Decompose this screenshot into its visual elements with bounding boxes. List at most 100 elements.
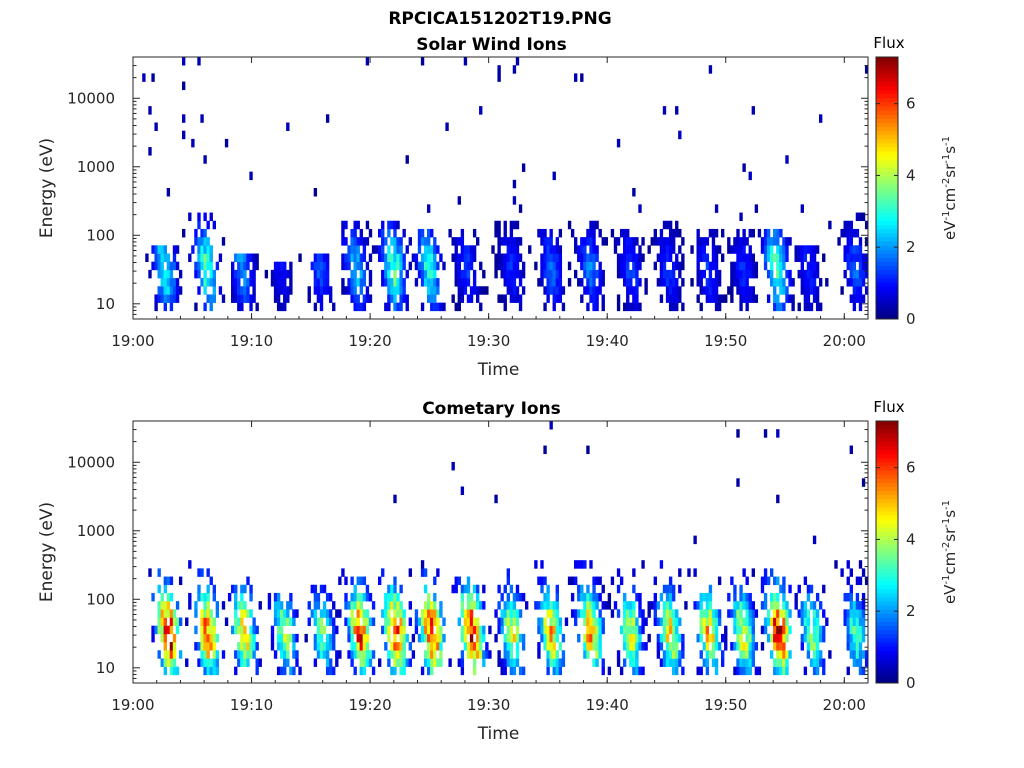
data-cell [843, 228, 847, 238]
data-cell [641, 642, 645, 651]
data-cell [402, 642, 406, 651]
data-cell [705, 278, 710, 287]
data-cell [672, 633, 676, 643]
data-cell [423, 601, 428, 610]
data-cell [371, 650, 376, 659]
data-cell [742, 658, 746, 667]
data-cell [240, 617, 244, 626]
data-cell [736, 228, 740, 238]
data-cell [672, 228, 676, 238]
data-cell [457, 237, 461, 246]
data-cell [356, 642, 360, 651]
data-cell [463, 617, 468, 626]
data-cell [540, 261, 544, 271]
data-cell [616, 269, 621, 279]
data-cell [632, 253, 636, 262]
data-cell [849, 237, 853, 246]
data-cell [433, 237, 437, 246]
data-cell [623, 245, 627, 254]
data-cell [362, 302, 367, 312]
data-cell [751, 617, 755, 626]
data-cell [172, 650, 177, 659]
data-cell [427, 278, 431, 287]
data-cell [727, 237, 731, 246]
data-cell [751, 294, 755, 303]
data-cell [629, 642, 633, 651]
data-cell [350, 601, 354, 610]
data-cell [586, 592, 590, 602]
data-cell [653, 617, 657, 626]
data-cell [341, 253, 345, 262]
data-cell [347, 633, 351, 643]
data-cell [812, 253, 817, 262]
data-cell [552, 269, 556, 279]
data-cell [344, 576, 348, 586]
data-cell [736, 625, 740, 635]
data-cell [341, 286, 345, 295]
data-cell [852, 658, 857, 667]
data-cell [537, 576, 541, 586]
data-cell [745, 576, 749, 586]
data-cell [705, 650, 710, 659]
data-cell [570, 576, 575, 586]
data-cell [209, 261, 213, 271]
data-cell [751, 253, 755, 262]
data-cell [316, 261, 321, 271]
data-cell [500, 658, 504, 667]
data-cell [313, 642, 318, 651]
data-cell [705, 609, 710, 618]
data-cell [175, 625, 180, 635]
data-cell [454, 237, 458, 246]
data-cell [540, 584, 544, 594]
data-cell [770, 633, 774, 643]
data-cell [172, 261, 177, 271]
data-cell [460, 294, 465, 303]
data-cell [586, 269, 590, 279]
data-cell [549, 261, 553, 271]
data-cell [675, 294, 679, 303]
data-cell [390, 601, 394, 610]
data-cell [405, 294, 409, 303]
unit-exponent: -1 [941, 500, 952, 510]
data-cell [353, 625, 357, 635]
colorbar-step [876, 494, 898, 500]
data-cell [436, 261, 440, 271]
data-cell [806, 302, 811, 312]
data-cell [203, 253, 207, 262]
data-cell [668, 245, 673, 254]
data-cell [751, 286, 755, 295]
data-cell [497, 245, 501, 254]
data-cell [665, 592, 670, 602]
data-cell [589, 269, 593, 279]
data-cell [546, 269, 550, 279]
data-cell [387, 584, 391, 594]
data-cell [549, 237, 553, 246]
data-cell [393, 261, 397, 271]
data-cell [803, 576, 808, 586]
data-cell [237, 625, 241, 635]
data-cell [626, 617, 630, 626]
data-cell [782, 253, 786, 262]
data-cell [451, 237, 455, 246]
data-cell [678, 286, 682, 295]
data-cell [460, 253, 465, 262]
data-cell [463, 269, 468, 279]
colorbar-step [876, 498, 898, 504]
data-cell [289, 261, 293, 271]
data-cell [601, 294, 605, 303]
data-cell [770, 253, 774, 262]
data-cell [678, 245, 682, 254]
data-cell [325, 253, 330, 262]
data-cell [393, 494, 397, 504]
data-cell [166, 601, 171, 610]
data-cell [797, 253, 801, 262]
data-cell [512, 237, 517, 246]
data-cell [763, 261, 768, 271]
data-cell [237, 269, 241, 279]
data-cell [849, 261, 853, 271]
data-cell [365, 625, 370, 635]
data-cell [800, 253, 804, 262]
data-cell [794, 601, 798, 610]
colorbar-step [876, 642, 898, 647]
